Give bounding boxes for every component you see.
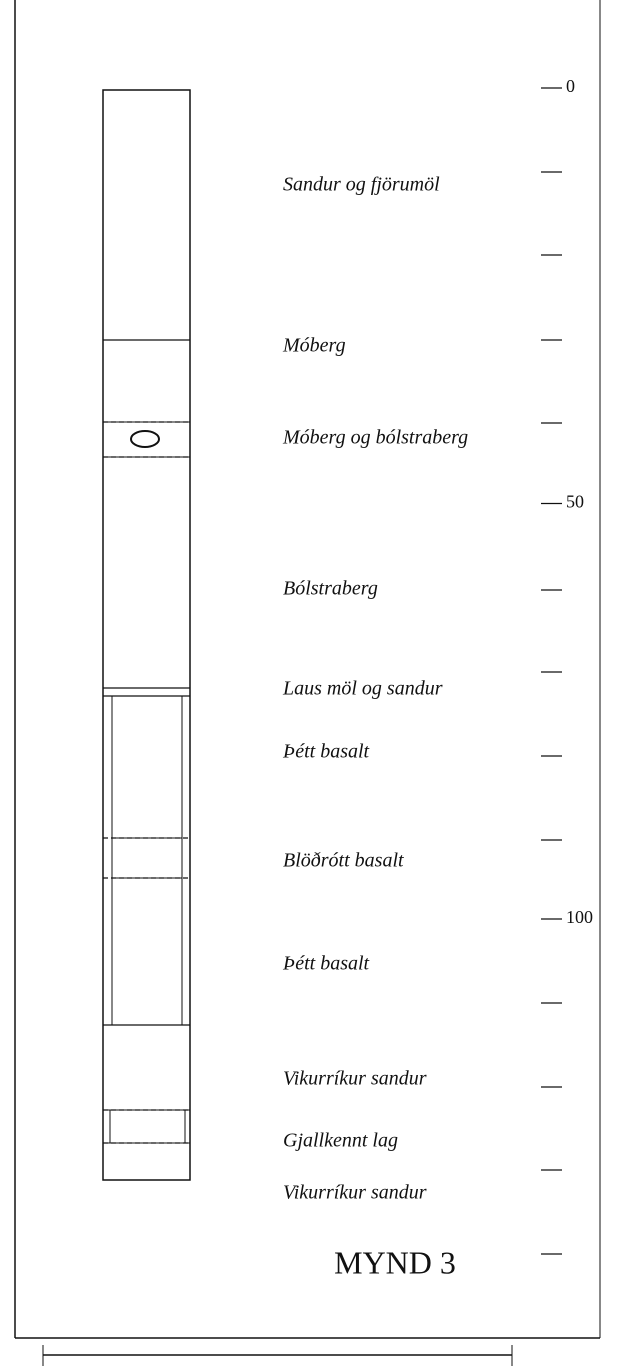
depth-tick-label: 50 [566,492,584,512]
layer-boundaries [103,340,190,1143]
depth-tick-label: 0 [566,76,575,96]
layer-label: Vikurríkur sandur [283,1068,427,1090]
depth-tick-label: 100 [566,907,593,927]
stratigraphic-diagram: Sandur og fjörumöl Móberg Móberg og bóls… [0,0,618,1370]
layer-label: Sandur og fjörumöl [283,174,440,196]
figure-label: MYND 3 [334,1244,456,1280]
layer-label: Blöðrótt basalt [283,850,404,872]
layer-label: Móberg og bólstraberg [282,427,468,449]
layer-label: Bólstraberg [283,578,378,600]
depth-axis: 0 50 100 [541,76,593,927]
layer-label: Vikurríkur sandur [283,1182,427,1204]
column [103,90,190,1180]
layer-label: Gjallkennt lag [283,1130,398,1152]
layer-label: Þétt basalt [282,953,370,975]
layer-label: Móberg [282,335,346,357]
layer-label: Þétt basalt [282,741,370,763]
layer-label: Laus möl og sandur [282,678,443,700]
column-fills [103,90,190,1180]
depth-axis-minor-ticks [541,172,562,1254]
